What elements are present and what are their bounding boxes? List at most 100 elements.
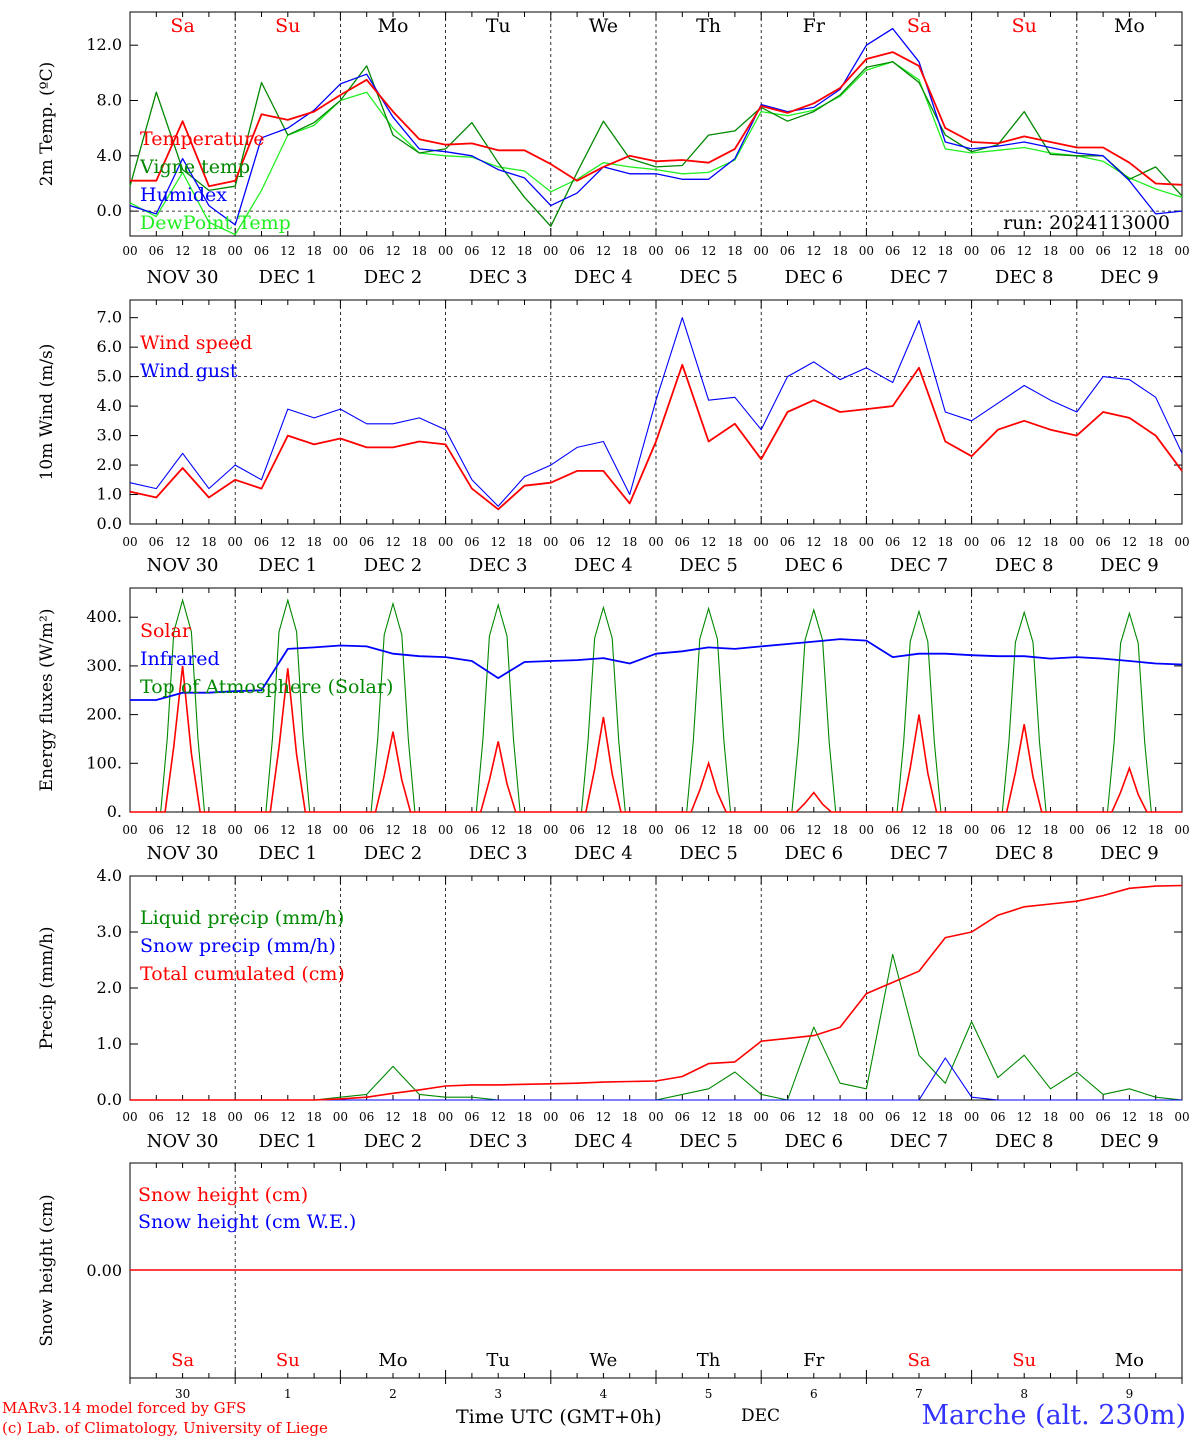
hour-tick-label: 18 (517, 823, 532, 837)
date-label: DEC 2 (364, 1131, 423, 1152)
toa-solar-day (656, 606, 762, 813)
hour-tick-label: 12 (1017, 1110, 1032, 1124)
hour-tick-label: 18 (412, 1110, 427, 1124)
hour-tick-label: 06 (149, 823, 164, 837)
hour-tick-label: 00 (543, 1110, 558, 1124)
series-0 (130, 51, 1183, 188)
date-label: DEC 9 (1100, 267, 1159, 288)
hour-tick-label: 12 (701, 1110, 716, 1124)
y-axis-label: 2m Temp. (ºC) (37, 62, 57, 187)
date-label: DEC 3 (469, 843, 528, 864)
hour-tick-label: 12 (280, 535, 295, 549)
y-axis-label: Snow height (cm) (37, 1194, 57, 1346)
date-label: DEC 7 (890, 843, 949, 864)
hour-tick-label: 00 (543, 823, 558, 837)
bottom-day-name: Su (276, 1350, 300, 1371)
hour-tick-label: 18 (938, 244, 953, 258)
hour-tick-label: 12 (175, 1110, 190, 1124)
legend-entry: Total cumulated (cm) (140, 963, 345, 985)
hour-tick-label: 12 (1017, 535, 1032, 549)
bottom-day-number: 7 (915, 1387, 923, 1401)
hour-tick-label: 18 (1043, 1110, 1058, 1124)
hour-tick-label: 06 (675, 535, 690, 549)
hour-tick-label: 18 (201, 823, 216, 837)
hour-tick-label: 12 (385, 535, 400, 549)
hour-tick-label: 00 (438, 823, 453, 837)
day-name: Tu (486, 15, 511, 37)
bottom-day-number: 8 (1020, 1387, 1028, 1401)
date-label: DEC 7 (890, 555, 949, 576)
date-label: DEC 8 (995, 555, 1054, 576)
station-name: Marche (alt. 230m) (921, 1400, 1186, 1431)
legend-entry: Liquid precip (mm/h) (140, 907, 344, 929)
day-name: Sa (170, 15, 194, 37)
legend-entry: Snow precip (mm/h) (140, 935, 336, 957)
hour-tick-label: 06 (885, 535, 900, 549)
hour-tick-label: 00 (333, 244, 348, 258)
hour-tick-label: 06 (675, 823, 690, 837)
hour-tick-label: 06 (990, 244, 1005, 258)
hour-tick-label: 00 (333, 823, 348, 837)
hour-tick-label: 12 (596, 535, 611, 549)
hour-tick-label: 12 (491, 1110, 506, 1124)
hour-tick-label: 12 (911, 244, 926, 258)
hour-tick-label: 18 (622, 823, 637, 837)
hour-tick-label: 00 (754, 823, 769, 837)
date-label: DEC 6 (785, 843, 844, 864)
legend-entry: Temperature (140, 128, 264, 150)
hour-tick-label: 18 (1148, 823, 1163, 837)
panel-frame (129, 299, 1183, 525)
date-label: DEC 8 (995, 267, 1054, 288)
date-label: DEC 5 (679, 1131, 738, 1152)
hour-tick-label: 18 (306, 823, 321, 837)
bottom-day-number: 2 (389, 1387, 397, 1401)
bottom-day-name: Su (1012, 1350, 1036, 1371)
hour-tick-label: 00 (1174, 535, 1189, 549)
hour-tick-label: 00 (964, 1110, 979, 1124)
toa-solar-day (130, 598, 236, 813)
hour-tick-label: 18 (201, 244, 216, 258)
hour-tick-label: 18 (1043, 535, 1058, 549)
day-name: Su (1012, 15, 1037, 37)
hour-tick-label: 00 (648, 535, 663, 549)
bottom-day-name: Sa (171, 1350, 194, 1371)
hour-tick-label: 00 (122, 535, 137, 549)
y-tick-label: 12.0 (86, 35, 122, 54)
hour-tick-label: 00 (438, 1110, 453, 1124)
hour-tick-label: 06 (254, 823, 269, 837)
y-tick-label: 200. (86, 705, 122, 724)
hour-tick-label: 00 (648, 1110, 663, 1124)
hour-tick-label: 12 (806, 535, 821, 549)
date-label: DEC 1 (259, 1131, 318, 1152)
y-tick-label: 3.0 (97, 922, 122, 941)
hour-tick-label: 06 (1095, 244, 1110, 258)
hour-tick-label: 00 (228, 535, 243, 549)
hour-tick-label: 00 (122, 823, 137, 837)
hour-tick-label: 18 (938, 535, 953, 549)
run-annotation: run: 2024113000 (1003, 212, 1170, 234)
y-tick-label: 4.0 (97, 866, 122, 885)
hour-tick-label: 18 (306, 535, 321, 549)
day-name: Th (696, 15, 721, 37)
hour-tick-label: 00 (754, 244, 769, 258)
hour-tick-label: 00 (122, 1110, 137, 1124)
legend-entry: Snow height (cm) (138, 1184, 308, 1206)
toa-solar-day (971, 610, 1077, 813)
day-name: Su (275, 15, 300, 37)
solar-day (340, 731, 446, 813)
date-label: NOV 30 (147, 555, 219, 576)
hour-tick-label: 18 (727, 535, 742, 549)
hour-tick-label: 06 (569, 244, 584, 258)
hour-tick-label: 06 (780, 244, 795, 258)
hour-tick-label: 06 (990, 1110, 1005, 1124)
hour-tick-label: 18 (412, 823, 427, 837)
date-label: DEC 5 (679, 267, 738, 288)
date-label: DEC 6 (785, 555, 844, 576)
toa-solar-day (866, 609, 972, 813)
hour-tick-label: 00 (1069, 823, 1084, 837)
y-tick-label: 3.0 (97, 426, 122, 445)
date-label: DEC 9 (1100, 1131, 1159, 1152)
hour-tick-label: 00 (859, 535, 874, 549)
hour-tick-label: 00 (964, 244, 979, 258)
hour-tick-label: 06 (149, 535, 164, 549)
